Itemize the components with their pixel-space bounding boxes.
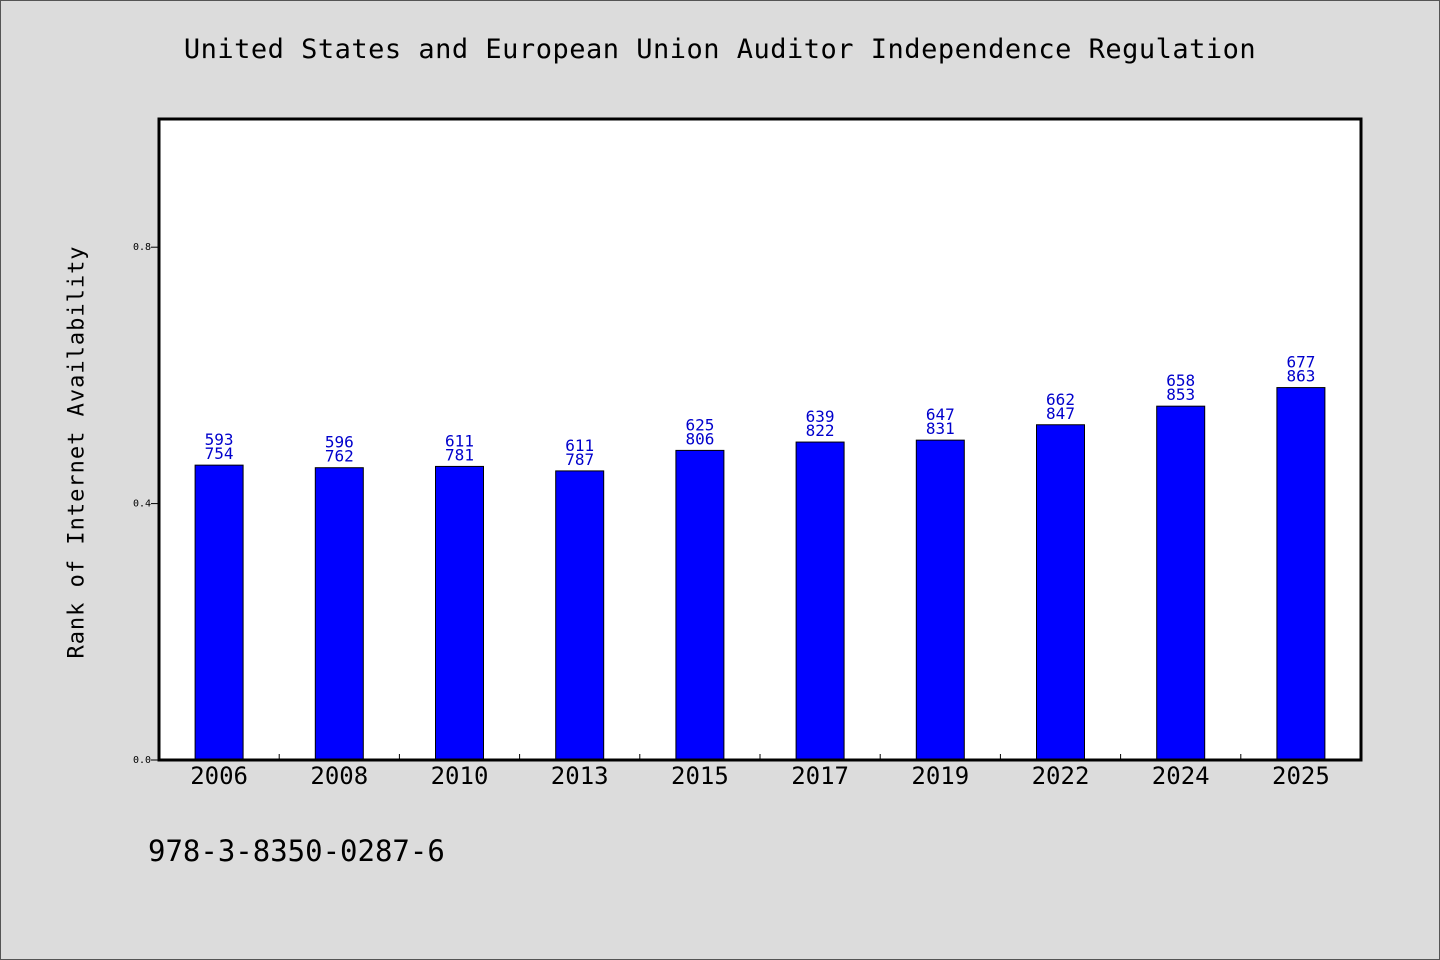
bar-label-lower: 781 bbox=[445, 445, 474, 464]
x-tick-label: 2025 bbox=[1272, 762, 1330, 790]
bar-label-lower: 847 bbox=[1046, 404, 1075, 423]
y-tick-label: 0.0 bbox=[133, 755, 151, 766]
bar-label-lower: 863 bbox=[1286, 367, 1315, 386]
isbn-code: 978-3-8350-0287-6 bbox=[148, 834, 445, 868]
x-tick-label: 2024 bbox=[1152, 762, 1210, 790]
y-axis-label: Rank of Internet Availability bbox=[64, 245, 90, 659]
y-axis: 0.0 0.4 0.8 bbox=[133, 242, 159, 766]
bar-label-upper: 662 bbox=[1046, 390, 1075, 409]
bar-label-lower: 822 bbox=[806, 421, 835, 440]
bar bbox=[1036, 424, 1085, 761]
x-tick-label: 2006 bbox=[190, 762, 248, 790]
bar-label-lower: 806 bbox=[685, 429, 714, 448]
x-tick-label: 2008 bbox=[310, 762, 368, 790]
bar bbox=[435, 465, 484, 761]
bar-label-upper: 611 bbox=[445, 431, 474, 450]
x-tick-label: 2015 bbox=[671, 762, 729, 790]
bar-label-lower: 831 bbox=[926, 419, 955, 438]
x-tick-label: 2022 bbox=[1032, 762, 1090, 790]
bar bbox=[795, 441, 845, 761]
y-tick-label: 0.8 bbox=[133, 242, 151, 253]
bar-label-upper: 639 bbox=[806, 407, 835, 426]
x-tick-label: 2017 bbox=[791, 762, 849, 790]
bar-label-lower: 853 bbox=[1166, 385, 1195, 404]
bar-label-upper: 625 bbox=[685, 415, 714, 434]
x-tick-label: 2013 bbox=[551, 762, 609, 790]
bar bbox=[555, 470, 605, 761]
bar-label-upper: 677 bbox=[1286, 353, 1315, 372]
bar-label-upper: 658 bbox=[1166, 371, 1195, 390]
bar-label-lower: 787 bbox=[565, 450, 594, 469]
plot-border bbox=[157, 117, 1363, 762]
x-tick-label: 2010 bbox=[431, 762, 489, 790]
bar-label-upper: 647 bbox=[926, 405, 955, 424]
bar bbox=[675, 449, 725, 761]
x-tick-label: 2019 bbox=[911, 762, 969, 790]
bar-label-lower: 762 bbox=[325, 447, 354, 466]
bar bbox=[1276, 387, 1326, 761]
bar-labels: 5937545967626117816117876258066398226478… bbox=[205, 353, 1316, 469]
bar-label-upper: 611 bbox=[565, 436, 594, 455]
chart-title: United States and European Union Auditor… bbox=[183, 34, 1257, 65]
bar-series bbox=[194, 387, 1326, 761]
x-axis: 2006 2008 2010 2013 2015 2017 2019 2022 2024 2025 bbox=[190, 754, 1330, 790]
bar-label-upper: 593 bbox=[205, 430, 234, 449]
bar bbox=[915, 439, 965, 761]
bar bbox=[1156, 405, 1206, 761]
bar bbox=[194, 464, 244, 761]
bar-label-lower: 754 bbox=[205, 444, 234, 463]
bar bbox=[314, 467, 364, 761]
bar-label-upper: 596 bbox=[325, 433, 354, 452]
y-tick-label: 0.4 bbox=[133, 499, 151, 510]
